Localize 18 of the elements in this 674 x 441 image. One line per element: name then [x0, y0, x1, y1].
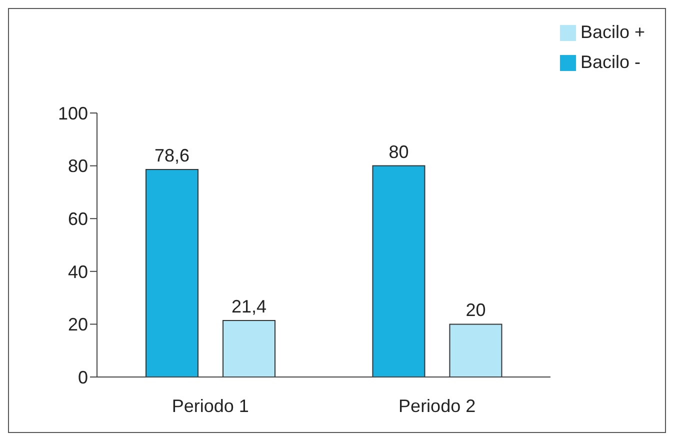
- y-tick-label: 40: [68, 262, 88, 282]
- y-tick-label: 100: [58, 103, 88, 124]
- bar: [146, 168, 198, 377]
- bar: [449, 324, 502, 377]
- legend-label: Bacilo +: [580, 22, 645, 42]
- y-tick-label: 20: [68, 314, 88, 335]
- bar: [222, 320, 276, 377]
- bar: [372, 165, 426, 377]
- legend-label: Bacilo -: [580, 52, 640, 72]
- y-tick-label: 60: [68, 208, 88, 229]
- data-label: 80: [388, 142, 409, 162]
- y-tick-label: 0: [78, 367, 88, 388]
- data-label: 78,6: [154, 145, 190, 166]
- x-tick-label: Periodo 1: [172, 396, 249, 416]
- x-tick-label: Periodo 2: [398, 396, 476, 416]
- data-label: 20: [466, 300, 486, 320]
- data-label: 21,4: [231, 296, 267, 317]
- y-tick-label: 80: [68, 156, 88, 176]
